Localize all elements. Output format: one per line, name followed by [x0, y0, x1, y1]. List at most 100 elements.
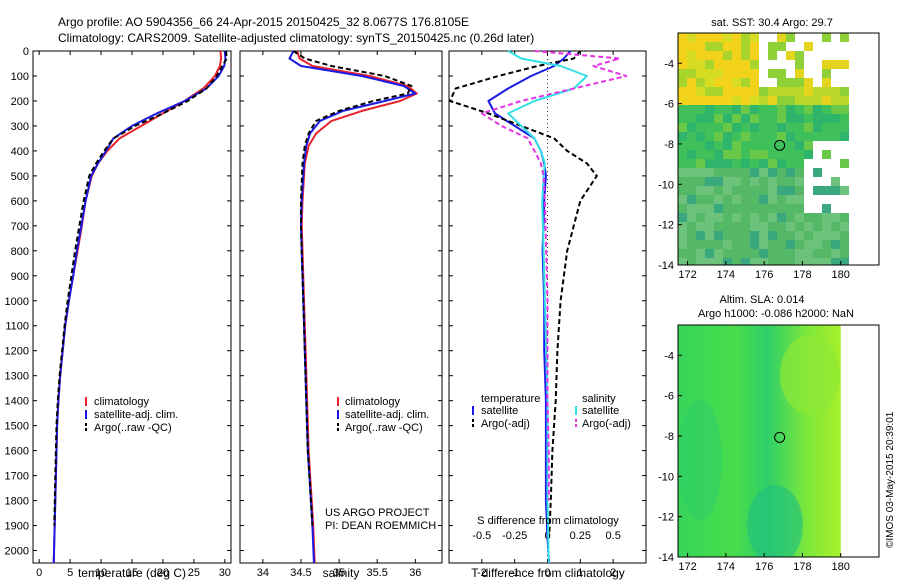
sst-cell [831, 258, 840, 265]
sst-cell [723, 231, 732, 240]
sst-cell [777, 150, 786, 159]
sst-cell [705, 195, 714, 204]
sst-cell [795, 114, 804, 123]
sst-cell [822, 105, 831, 114]
sst-cell [804, 213, 813, 222]
sst-cell [696, 114, 705, 123]
sla-west-patch [678, 400, 722, 520]
sst-cell [687, 114, 696, 123]
sst-cell [714, 168, 723, 177]
sst-cell [813, 168, 822, 177]
sst-cell [741, 114, 750, 123]
sst-cell [840, 231, 849, 240]
sst-cell [768, 141, 777, 150]
sst-cell [795, 249, 804, 258]
sst-cell [696, 141, 705, 150]
depth-tick-label: 2000 [5, 546, 29, 558]
sst-cell [723, 204, 732, 213]
sst-cell [750, 51, 759, 60]
lat-tick-label: -6 [664, 99, 674, 111]
sst-cell [678, 222, 687, 231]
s-diff-tick-label: 0.5 [606, 530, 621, 542]
sst-cell [831, 132, 840, 141]
sst-cell [840, 132, 849, 141]
sst-cell [741, 213, 750, 222]
sst-cell [732, 105, 741, 114]
sst-cell [777, 177, 786, 186]
sst-cell [786, 141, 795, 150]
sst-cell [768, 240, 777, 249]
x-tick-label: 34 [257, 567, 269, 579]
sst-cell [759, 105, 768, 114]
sst-cell [768, 249, 777, 258]
sst-cell [786, 222, 795, 231]
sst-cell [687, 195, 696, 204]
sst-cell [741, 60, 750, 69]
sst-cell [732, 42, 741, 51]
sst-cell [777, 195, 786, 204]
sst-cell [795, 87, 804, 96]
sst-cell [768, 150, 777, 159]
sst-cell [777, 258, 786, 265]
temperature-x-label: temperature (deg C) [78, 566, 186, 580]
sst-cell [714, 105, 723, 114]
sst-cell [804, 78, 813, 87]
sst-cell [750, 132, 759, 141]
salinity-axis-ticks: 34 34.5 35 35.5 36 [257, 51, 421, 579]
sst-cell [741, 96, 750, 105]
sst-cell [732, 78, 741, 87]
sst-cell [687, 33, 696, 42]
sst-cell [822, 78, 831, 87]
sst-cell [687, 222, 696, 231]
sst-cell [750, 177, 759, 186]
sst-cell [750, 60, 759, 69]
sst-cell [741, 69, 750, 78]
sst-cell [768, 96, 777, 105]
sst-cell [741, 195, 750, 204]
sst-cell [831, 87, 840, 96]
lat-tick-label: -10 [658, 179, 674, 191]
sst-cell [732, 114, 741, 123]
sst-cell [678, 60, 687, 69]
sst-cell [714, 213, 723, 222]
sst-cell [786, 240, 795, 249]
sst-cell [840, 123, 849, 132]
sst-cell [750, 213, 759, 222]
sst-cell [723, 78, 732, 87]
sst-cell [741, 51, 750, 60]
legend-climatology: climatology [94, 396, 150, 408]
sst-cell [822, 87, 831, 96]
depth-tick-label: 400 [11, 146, 29, 158]
sst-cell [741, 33, 750, 42]
sst-cell [831, 105, 840, 114]
s-diff-tick-label: 0.25 [570, 530, 591, 542]
sst-map-title: sat. SST: 30.4 Argo: 29.7 [711, 17, 833, 29]
sst-cell [687, 168, 696, 177]
sst-cell [795, 69, 804, 78]
sst-cell [696, 240, 705, 249]
sst-cell [822, 249, 831, 258]
lat-tick-label: -8 [664, 139, 674, 151]
sst-cell [723, 33, 732, 42]
sst-cell [777, 33, 786, 42]
sst-cell [786, 51, 795, 60]
sst-cell [714, 69, 723, 78]
credit-pi: PI: DEAN ROEMMICH [325, 520, 436, 532]
sst-grid-cells [678, 33, 849, 265]
sst-cell [759, 150, 768, 159]
sst-cell [705, 132, 714, 141]
sst-cell [696, 51, 705, 60]
sst-cell [831, 114, 840, 123]
sst-cell [750, 159, 759, 168]
lat-tick-label: -14 [658, 552, 674, 564]
series-salinity-satellite [507, 50, 588, 564]
sst-cell [705, 186, 714, 195]
sst-cell [732, 168, 741, 177]
sst-cell [696, 123, 705, 132]
lon-tick-label: 172 [678, 269, 696, 281]
sst-cell [714, 51, 723, 60]
lat-tick-label: -8 [664, 431, 674, 443]
sst-cell [786, 123, 795, 132]
sst-cell [732, 231, 741, 240]
legend-satellite-2: satellite-adj. clim. [345, 409, 429, 421]
